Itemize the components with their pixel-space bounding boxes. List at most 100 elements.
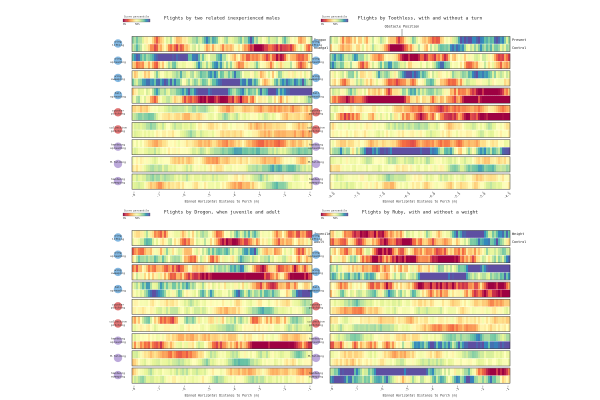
heatmap-cell — [190, 238, 193, 246]
heatmap-cell — [416, 181, 419, 189]
heatmap-cell — [502, 36, 505, 44]
heatmap-cell — [256, 307, 259, 315]
heatmap-cell — [158, 299, 161, 307]
heatmap-cell — [208, 238, 211, 246]
heatmap-cell — [496, 164, 499, 172]
heatmap-cell — [466, 122, 469, 130]
heatmap-cell — [238, 78, 241, 86]
heatmap-cell — [282, 105, 285, 113]
heatmap-cell — [368, 44, 371, 52]
heatmap-cell — [288, 61, 291, 69]
heatmap-cell — [260, 88, 263, 96]
heatmap-cell — [378, 122, 381, 130]
heatmap-cell — [134, 324, 137, 332]
heatmap-cell — [190, 147, 193, 155]
heatmap-cell — [202, 289, 205, 297]
heatmap-cell — [218, 130, 221, 138]
heatmap-cell — [308, 157, 311, 165]
heatmap-cell — [184, 139, 187, 147]
heatmap-cell — [248, 88, 251, 96]
heatmap-cell — [356, 147, 359, 155]
heatmap-cell — [288, 255, 291, 263]
heatmap-cell — [416, 61, 419, 69]
heatmap-cell — [272, 307, 275, 315]
heatmap-cell — [212, 61, 215, 69]
heatmap-cell — [380, 130, 383, 138]
heatmap-cell — [184, 307, 187, 315]
heatmap-cell — [138, 61, 141, 69]
heatmap-cell — [224, 44, 227, 52]
heatmap-cell — [228, 341, 231, 349]
heatmap-cell — [286, 282, 289, 290]
heatmap-cell — [380, 78, 383, 86]
heatmap-cell — [426, 130, 429, 138]
heatmap-cell — [410, 95, 413, 103]
heatmap-cell — [258, 282, 261, 290]
heatmap-cell — [440, 61, 443, 69]
heatmap-cell — [360, 122, 363, 130]
heatmap-cell — [242, 238, 245, 246]
heatmap-cell — [254, 289, 257, 297]
heatmap-cell — [154, 53, 157, 61]
heatmap-cell — [476, 157, 479, 165]
heatmap-cell — [380, 44, 383, 52]
heatmap-cell — [136, 255, 139, 263]
heatmap-cell — [132, 105, 135, 113]
heatmap-cell — [144, 36, 147, 44]
heatmap-cell — [458, 44, 461, 52]
heatmap-cell — [380, 88, 383, 96]
heatmap-cell — [400, 122, 403, 130]
heatmap-cell — [138, 147, 141, 155]
heatmap-cell — [178, 316, 181, 324]
heatmap-cell — [506, 122, 509, 130]
heatmap-cell — [182, 341, 185, 349]
heatmap-cell — [394, 130, 397, 138]
heatmap-cell — [448, 139, 451, 147]
heatmap-cell — [412, 105, 415, 113]
heatmap-cell — [174, 53, 177, 61]
heatmap-cell — [454, 174, 457, 182]
row-frame — [329, 87, 511, 104]
heatmap-cell — [234, 44, 237, 52]
heatmap-cell — [206, 238, 209, 246]
heatmap-cell — [188, 238, 191, 246]
heatmap-cell — [226, 324, 229, 332]
heatmap-cell — [432, 78, 435, 86]
heatmap-cell — [292, 181, 295, 189]
heatmap-cell — [442, 78, 445, 86]
heatmap-cell — [150, 255, 153, 263]
heatmap-cell — [204, 316, 207, 324]
heatmap-cell — [246, 113, 249, 121]
heatmap-cell — [196, 95, 199, 103]
heatmap-cell — [196, 255, 199, 263]
heatmap-cell — [244, 61, 247, 69]
heatmap-cell — [262, 333, 265, 341]
heatmap-cell — [372, 78, 375, 86]
heatmap-cell — [388, 164, 391, 172]
heatmap-cell — [242, 351, 245, 359]
heatmap-cell — [220, 341, 223, 349]
heatmap-cell — [334, 61, 337, 69]
heatmap-cell — [294, 307, 297, 315]
heatmap-cell — [278, 181, 281, 189]
heatmap-cell — [190, 265, 193, 273]
heatmap-cell — [222, 272, 225, 280]
heatmap-cell — [308, 71, 311, 79]
heatmap-cell — [190, 351, 193, 359]
heatmap-cell — [196, 44, 199, 52]
heatmap-cell — [268, 174, 271, 182]
heatmap-cell — [352, 95, 355, 103]
heatmap-cell — [224, 164, 227, 172]
heatmap-cell — [148, 113, 151, 121]
colorbar-swatch — [333, 19, 335, 22]
heatmap-cell — [476, 44, 479, 52]
heatmap-cell — [304, 88, 307, 96]
heatmap-cell — [146, 351, 149, 359]
heatmap-cell — [306, 44, 309, 52]
heatmap-cell — [228, 174, 231, 182]
heatmap-cell — [284, 61, 287, 69]
heatmap-cell — [430, 36, 433, 44]
heatmap-cell — [418, 88, 421, 96]
heatmap-cell — [460, 122, 463, 130]
heatmap-cell — [134, 53, 137, 61]
